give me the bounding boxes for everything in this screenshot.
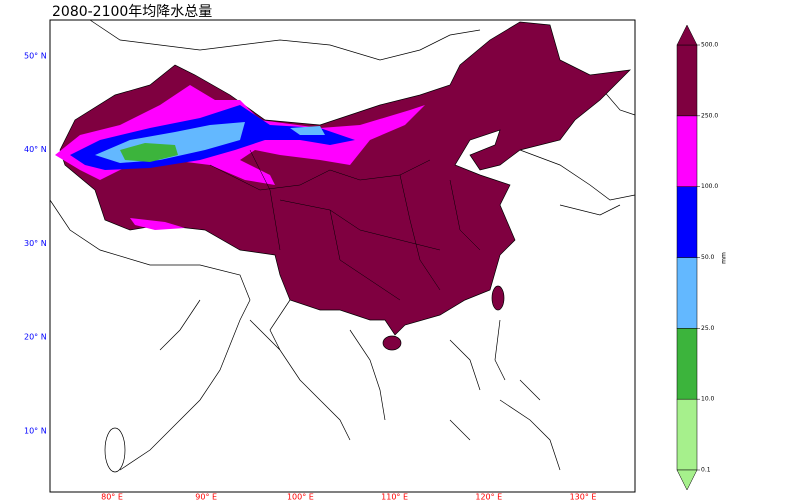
precip-region bbox=[491, 285, 505, 311]
colorbar-band bbox=[676, 186, 698, 258]
colorbar: 0.1 10.0 25.0 50.0 100.0 250.0 500.0 mm bbox=[676, 24, 728, 491]
lon-label: 110° E bbox=[381, 493, 408, 500]
precip-region bbox=[290, 126, 325, 135]
colorbar-tick-label: 10.0 bbox=[701, 396, 715, 403]
precip-region bbox=[120, 143, 178, 162]
lat-label: 20° N bbox=[24, 333, 47, 342]
colorbar-tick-label: 500.0 bbox=[701, 42, 718, 49]
colorbar-tick-label: 0.1 bbox=[701, 467, 711, 474]
lon-axis: 80° E 90° E 100° E 110° E 120° E 130° E bbox=[101, 493, 596, 500]
colorbar-band bbox=[676, 115, 698, 187]
lon-label: 90° E bbox=[195, 493, 217, 500]
colorbar-tick-label: 25.0 bbox=[701, 325, 715, 332]
lat-label: 50° N bbox=[24, 52, 47, 61]
colorbar-unit: mm bbox=[721, 252, 728, 264]
lat-axis: 50° N 40° N 30° N 20° N 10° N bbox=[24, 52, 47, 436]
colorbar-band bbox=[676, 257, 698, 329]
lon-label: 100° E bbox=[287, 493, 314, 500]
lon-label: 80° E bbox=[101, 493, 123, 500]
coastline bbox=[104, 427, 126, 473]
lon-label: 120° E bbox=[475, 493, 502, 500]
colorbar-band bbox=[676, 328, 698, 400]
map-title: 2080-2100年均降水总量 bbox=[52, 4, 212, 20]
lat-label: 30° N bbox=[24, 239, 47, 248]
province-border bbox=[209, 149, 481, 301]
colorbar-tick-label: 50.0 bbox=[701, 254, 715, 261]
lat-label: 40° N bbox=[24, 145, 47, 154]
colorbar-band bbox=[676, 398, 698, 471]
precip-region bbox=[382, 335, 402, 351]
coastline bbox=[49, 19, 636, 471]
colorbar-tick-label: 250.0 bbox=[701, 112, 718, 119]
map-frame bbox=[49, 19, 636, 493]
colorbar-band bbox=[676, 44, 698, 117]
map-area bbox=[49, 19, 636, 493]
precip-region bbox=[130, 218, 185, 230]
lat-label: 10° N bbox=[24, 426, 47, 435]
colorbar-tick-label: 100.0 bbox=[701, 183, 718, 190]
colorbar-extend bbox=[676, 469, 698, 491]
lon-label: 130° E bbox=[570, 493, 597, 500]
colorbar-extend bbox=[676, 24, 698, 46]
